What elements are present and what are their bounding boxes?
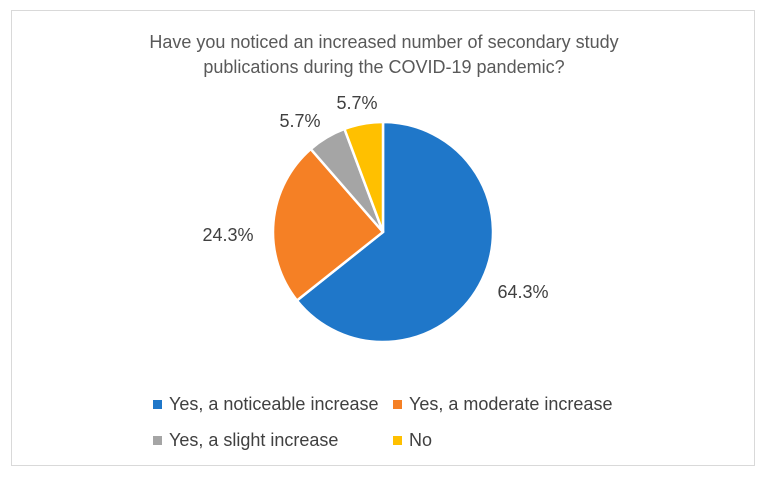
label-slight-increase: 5.7% [279, 111, 320, 131]
label-noticeable-increase: 64.3% [497, 282, 548, 302]
slice-noticeable-increase [295, 120, 495, 344]
legend-swatch-no [393, 436, 402, 445]
legend-label-noticeable-increase: Yes, a noticeable increase [169, 394, 379, 414]
chart-title-line-1: Have you noticed an increased number of … [149, 32, 619, 52]
legend-item-moderate-increase: Yes, a moderate increase [393, 394, 612, 415]
slice-no [343, 120, 385, 234]
pie-slices [271, 120, 495, 344]
legend-label-slight-increase: Yes, a slight increase [169, 430, 339, 450]
legend-label-moderate-increase: Yes, a moderate increase [409, 394, 613, 414]
legend-swatch-noticeable-increase [153, 400, 162, 409]
label-no: 5.7% [336, 93, 377, 113]
legend-item-no: No [393, 430, 432, 451]
chart-title: Have you noticed an increased number of … [0, 30, 768, 80]
legend-item-slight-increase: Yes, a slight increase [153, 430, 338, 451]
legend-label-no: No [409, 430, 433, 450]
label-moderate-increase: 24.3% [202, 225, 253, 245]
legend-item-noticeable-increase: Yes, a noticeable increase [153, 394, 378, 415]
slice-moderate-increase [271, 147, 385, 302]
chart-title-line-2: publications during the COVID-19 pandemi… [203, 57, 565, 77]
legend-swatch-slight-increase [153, 436, 162, 445]
legend-swatch-moderate-increase [393, 400, 402, 409]
pie-data-labels: 64.3% 24.3% 5.7% 5.7% [202, 93, 548, 302]
